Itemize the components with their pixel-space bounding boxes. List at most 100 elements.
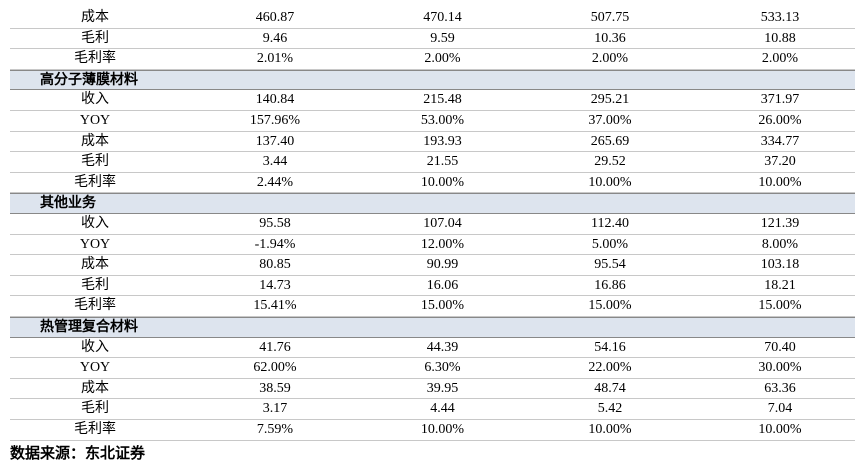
section-title: 热管理复合材料: [40, 320, 138, 335]
label-cell: 毛利: [81, 277, 109, 293]
label-cell: 毛利: [81, 401, 109, 417]
value-cell: 16.06: [426, 277, 459, 293]
value-cell: 22.00%: [588, 360, 632, 376]
value-cell: 2.00%: [591, 51, 629, 67]
value-cell: 95.54: [594, 257, 626, 273]
table-row: YOY 62.00% 6.30% 22.00% 30.00%: [10, 358, 855, 379]
value-cell: 63.36: [764, 380, 796, 396]
section-header: 热管理复合材料: [10, 317, 855, 338]
value-cell: -1.94%: [254, 236, 296, 252]
value-cell: 95.58: [259, 216, 291, 231]
table-row: 成本 460.87 470.14 507.75 533.13: [10, 8, 855, 29]
value-cell: 107.04: [423, 216, 462, 231]
value-cell: 533.13: [760, 10, 800, 25]
label-cell: 成本: [81, 380, 109, 396]
table-row: 成本 38.59 39.95 48.74 63.36: [10, 379, 855, 400]
label-cell: 毛利: [81, 154, 109, 170]
value-cell: 4.44: [430, 401, 455, 417]
value-cell: 2.00%: [424, 51, 461, 67]
table-row: 毛利率 2.01% 2.00% 2.00% 2.00%: [10, 49, 855, 70]
value-cell: 10.00%: [588, 422, 632, 437]
value-cell: 53.00%: [420, 113, 465, 128]
value-cell: 295.21: [590, 92, 630, 108]
value-cell: 39.95: [426, 380, 459, 396]
value-cell: 10.00%: [420, 174, 465, 190]
value-cell: 15.00%: [420, 298, 465, 314]
value-cell: 37.20: [764, 154, 796, 170]
value-cell: 15.00%: [588, 298, 632, 314]
value-cell: 38.59: [259, 380, 291, 396]
value-cell: 90.99: [426, 257, 459, 273]
value-cell: 2.44%: [256, 174, 294, 190]
table-row: 毛利率 7.59% 10.00% 10.00% 10.00%: [10, 420, 855, 441]
value-cell: 3.44: [262, 154, 288, 170]
value-cell: 9.59: [430, 30, 455, 46]
value-cell: 18.21: [764, 277, 796, 293]
label-cell: 收入: [81, 216, 109, 231]
value-cell: 3.17: [262, 401, 288, 417]
label-cell: 成本: [81, 133, 109, 149]
value-cell: 30.00%: [758, 360, 802, 376]
value-cell: 371.97: [760, 92, 800, 108]
label-cell: 收入: [81, 339, 109, 355]
value-cell: 37.00%: [588, 113, 632, 128]
label-cell: YOY: [79, 236, 111, 252]
label-cell: YOY: [79, 113, 111, 128]
section-header: 高分子薄膜材料: [10, 69, 855, 91]
value-cell: 507.75: [590, 10, 630, 25]
value-cell: 48.74: [594, 380, 626, 396]
table-row: 收入 41.76 44.39 54.16 70.40: [10, 338, 855, 359]
table-row: 毛利 3.17 4.44 5.42 7.04: [10, 399, 855, 420]
value-cell: 12.00%: [420, 236, 465, 252]
label-cell: YOY: [79, 360, 111, 376]
label-cell: 收入: [81, 92, 109, 108]
table-row: 收入 95.58 107.04 112.40 121.39: [10, 214, 855, 235]
value-cell: 54.16: [594, 339, 626, 355]
value-cell: 70.40: [764, 339, 796, 355]
table-row: 毛利 14.73 16.06 16.86 18.21: [10, 276, 855, 297]
value-cell: 460.87: [255, 10, 295, 25]
value-cell: 8.00%: [761, 236, 799, 252]
table-row: YOY 157.96% 53.00% 37.00% 26.00%: [10, 111, 855, 132]
value-cell: 41.76: [259, 339, 291, 355]
value-cell: 62.00%: [253, 360, 297, 376]
value-cell: 6.30%: [424, 360, 461, 376]
value-cell: 2.01%: [256, 51, 294, 67]
table-row: 成本 137.40 193.93 265.69 334.77: [10, 132, 855, 153]
table-row: YOY -1.94% 12.00% 5.00% 8.00%: [10, 235, 855, 256]
value-cell: 140.84: [255, 92, 295, 108]
value-cell: 21.55: [426, 154, 459, 170]
value-cell: 29.52: [594, 154, 626, 170]
value-cell: 7.59%: [256, 422, 294, 437]
label-cell: 毛利率: [74, 174, 116, 190]
value-cell: 5.42: [597, 401, 623, 417]
value-cell: 10.00%: [420, 422, 465, 437]
value-cell: 215.48: [423, 92, 462, 108]
value-cell: 5.00%: [591, 236, 629, 252]
value-cell: 16.86: [594, 277, 626, 293]
label-cell: 毛利: [81, 30, 109, 46]
value-cell: 334.77: [760, 133, 800, 149]
value-cell: 15.00%: [758, 298, 802, 314]
value-cell: 9.46: [262, 30, 288, 46]
value-cell: 10.36: [594, 30, 626, 46]
value-cell: 121.39: [760, 216, 800, 231]
label-cell: 成本: [81, 10, 109, 25]
value-cell: 103.18: [760, 257, 800, 273]
value-cell: 80.85: [259, 257, 291, 273]
value-cell: 157.96%: [249, 113, 301, 128]
section-title: 高分子薄膜材料: [40, 72, 138, 88]
table-row: 毛利率 15.41% 15.00% 15.00% 15.00%: [10, 296, 855, 317]
table-row: 毛利 3.44 21.55 29.52 37.20: [10, 152, 855, 173]
value-cell: 265.69: [590, 133, 630, 149]
value-cell: 10.00%: [588, 174, 632, 190]
value-cell: 14.73: [259, 277, 291, 293]
section-header: 其他业务: [10, 193, 855, 214]
value-cell: 7.04: [767, 401, 793, 417]
table-row: 收入 140.84 215.48 295.21 371.97: [10, 90, 855, 111]
value-cell: 10.88: [764, 30, 796, 46]
label-cell: 毛利率: [74, 298, 116, 314]
value-cell: 10.00%: [758, 422, 802, 437]
value-cell: 193.93: [423, 133, 462, 149]
